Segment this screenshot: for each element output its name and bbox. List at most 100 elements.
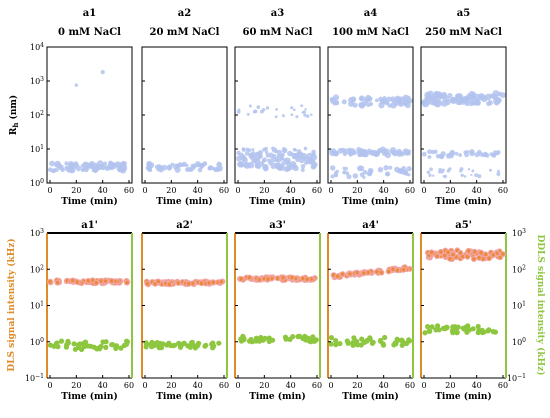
- ddls-point: [167, 342, 173, 348]
- dls-point: [175, 280, 182, 287]
- rh-point: [345, 171, 350, 176]
- rh-point: [474, 99, 481, 106]
- x-tick-label: 40: [472, 186, 482, 195]
- x-tick-label: 20: [259, 381, 269, 390]
- dls-point: [390, 266, 397, 273]
- rh-point: [362, 175, 366, 180]
- rh-point: [474, 151, 480, 158]
- x-tick-label: 0: [47, 381, 52, 390]
- rh-point: [258, 161, 265, 167]
- rh-point: [346, 174, 352, 180]
- rh-point: [362, 169, 368, 175]
- ddls-point: [216, 340, 222, 346]
- dls-point: [265, 276, 272, 283]
- dls-point: [288, 274, 295, 281]
- ddls-point: [302, 333, 308, 339]
- rh-point: [174, 166, 181, 173]
- rh-point: [500, 92, 506, 98]
- ddls-point: [196, 340, 202, 346]
- rh-point: [358, 165, 365, 172]
- x-tick-label: 40: [98, 186, 108, 195]
- ddls-point: [211, 343, 217, 349]
- panel-title: a4: [364, 8, 377, 19]
- rh-point: [446, 169, 451, 173]
- rh-point: [471, 169, 475, 173]
- dls-point: [457, 249, 464, 256]
- rh-point: [407, 173, 411, 177]
- dls-point: [428, 249, 435, 256]
- rh-point: [244, 151, 250, 156]
- dls-point: [144, 280, 151, 287]
- dls-point: [465, 247, 472, 254]
- x-tick-label: 20: [166, 381, 176, 390]
- rh-point: [251, 151, 256, 156]
- dls-point: [360, 270, 367, 277]
- panel-a3: a3 60 mM NaCl 0 20 40 60 Time (min): [234, 8, 322, 207]
- rh-point: [374, 98, 379, 103]
- rh-point: [308, 157, 315, 164]
- rh-point: [469, 94, 476, 101]
- y-tick-label-left: 10−1: [25, 373, 44, 383]
- dls-point: [102, 278, 109, 285]
- x-tick-label: 0: [328, 186, 333, 195]
- rh-point: [352, 173, 359, 179]
- rh-point: [426, 170, 431, 175]
- x-tick-label: 0: [142, 381, 147, 390]
- rh-point: [290, 113, 294, 117]
- dls-point: [108, 277, 115, 284]
- ddls-point: [53, 341, 59, 347]
- rh-point: [102, 161, 108, 166]
- rh-point: [383, 148, 390, 155]
- rh-point: [177, 162, 183, 168]
- rh-point: [440, 170, 444, 174]
- ddls-point: [47, 342, 54, 348]
- rh-point: [430, 149, 436, 155]
- x-tick-label: 60: [498, 186, 508, 195]
- rh-point: [201, 162, 206, 167]
- dls-point: [476, 254, 483, 261]
- rh-point: [292, 148, 297, 152]
- ddls-point: [328, 335, 334, 341]
- x-tick-label: 60: [124, 186, 134, 195]
- x-tick-label: 20: [445, 186, 455, 195]
- dls-point: [274, 275, 281, 282]
- dls-point: [400, 266, 407, 273]
- rh-point: [335, 169, 340, 174]
- ddls-point: [154, 340, 160, 346]
- dls-point: [256, 276, 263, 283]
- x-tick-label: 20: [71, 381, 81, 390]
- rh-point: [358, 148, 364, 154]
- ddls-point: [203, 342, 209, 348]
- rh-point: [248, 104, 252, 108]
- x-tick-label: 40: [379, 186, 389, 195]
- rh-point: [330, 148, 337, 154]
- rh-point: [352, 102, 358, 108]
- x-tick-label: 60: [498, 381, 508, 390]
- x-tick-label: 0: [235, 186, 240, 195]
- panel-a2: a2 20 mM NaCl 0 20 40 60 Time (min): [141, 8, 229, 207]
- ddls-point: [85, 343, 91, 349]
- rh-point: [283, 149, 287, 153]
- rh-point: [300, 168, 305, 172]
- rh-point: [239, 162, 244, 166]
- rh-point: [406, 166, 412, 172]
- rh-point: [482, 151, 488, 157]
- rh-point: [106, 166, 111, 171]
- rh-point: [187, 166, 193, 172]
- y-tick-label: 104: [30, 42, 44, 52]
- rh-point: [251, 148, 255, 152]
- rh-point: [247, 161, 255, 169]
- panel-title: a5: [457, 8, 470, 19]
- x-tick-label: 60: [312, 381, 322, 390]
- rh-point: [384, 100, 389, 105]
- panel-title: a4': [362, 220, 379, 231]
- rh-point: [120, 167, 127, 174]
- rh-point: [378, 102, 385, 109]
- bottom-row-panels: a1' 0 20 40 60 Time (min) 10−1 100 101 102 103 a2' 0…: [25, 220, 526, 402]
- dls-point: [93, 279, 100, 286]
- top-row-panels: a1 0 mM NaCl 0 20 40 60 Time (min) 100 101 102 103…: [30, 8, 508, 207]
- rh-point: [495, 151, 500, 156]
- ddls-point: [262, 335, 268, 341]
- dls-point: [69, 277, 76, 284]
- ddls-point: [311, 338, 318, 344]
